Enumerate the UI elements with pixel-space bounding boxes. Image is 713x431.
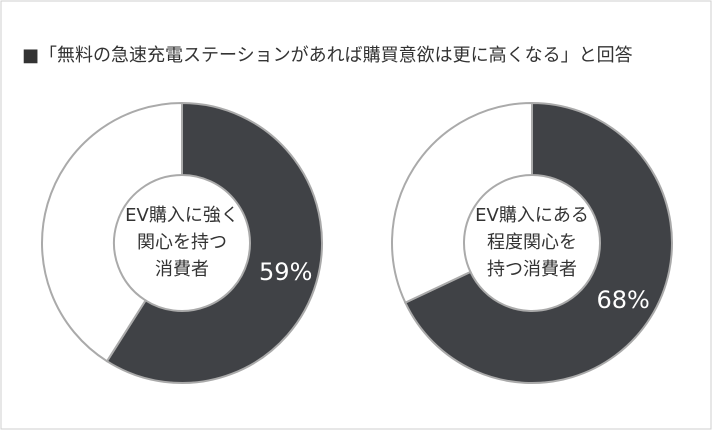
donut-segment <box>105 101 323 384</box>
center-label: 持つ消費者 <box>487 259 577 280</box>
donut-segment <box>391 101 533 304</box>
center-label: EV購入に強く <box>125 205 239 226</box>
center-label: 程度関心を <box>487 232 577 253</box>
donut-segment <box>41 101 183 363</box>
value-label: 59% <box>259 258 312 286</box>
center-label: 関心を持つ <box>137 232 227 253</box>
value-label: 68% <box>597 286 650 314</box>
center-label: 消費者 <box>155 259 209 280</box>
center-label: EV購入にある <box>475 205 589 226</box>
donut-segment <box>403 101 673 384</box>
chart-title: ■「無料の急速充電ステーションがあれば購買意欲は更に高くなる」と回答 <box>22 45 633 66</box>
